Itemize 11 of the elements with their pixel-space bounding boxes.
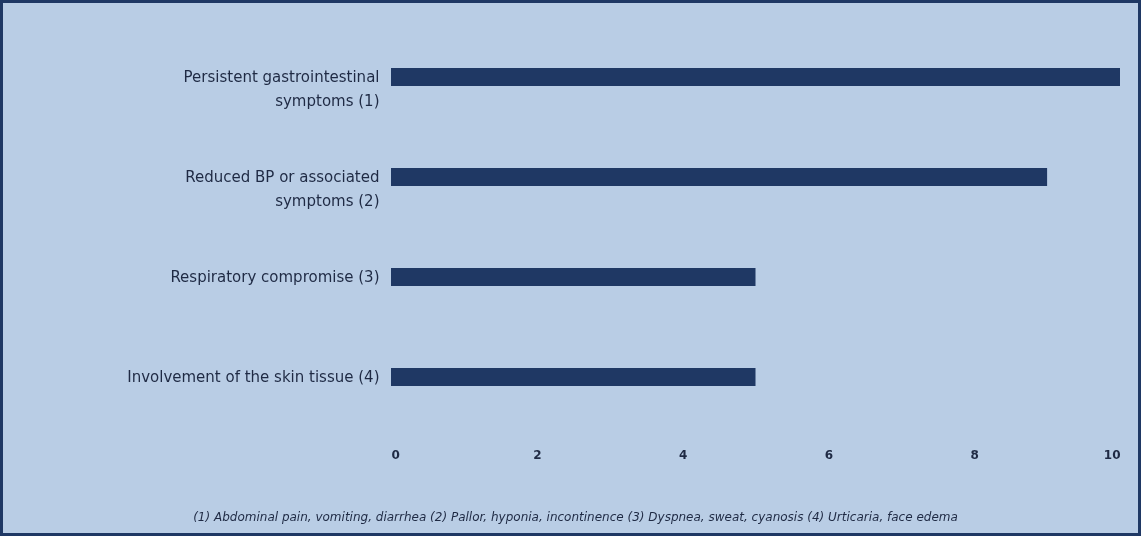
y-tick-label: Involvement of the skin tissue (4): [127, 368, 380, 386]
x-tick-label: 4: [678, 447, 688, 462]
x-tick-label: 6: [824, 447, 834, 462]
x-tick-label: 2: [533, 447, 542, 462]
x-tick-label: 0: [391, 447, 400, 462]
y-tick-label: Reduced BP or associated symptoms (2): [185, 168, 380, 210]
x-tick-label: 8: [970, 447, 979, 462]
y-tick-label: Persistent gastrointestinal symptoms (1): [183, 68, 380, 110]
x-tick-label: 10: [1103, 447, 1121, 462]
text: (1) Abdominal pain, vomiting, diarrhea (2) Pallor, hyponia, incontinence (3) Dyspnea, sweat, cyanosis (4) Urticaria, face edema: [193, 510, 958, 524]
y-tick-label: Respiratory compromise (3): [170, 268, 380, 286]
